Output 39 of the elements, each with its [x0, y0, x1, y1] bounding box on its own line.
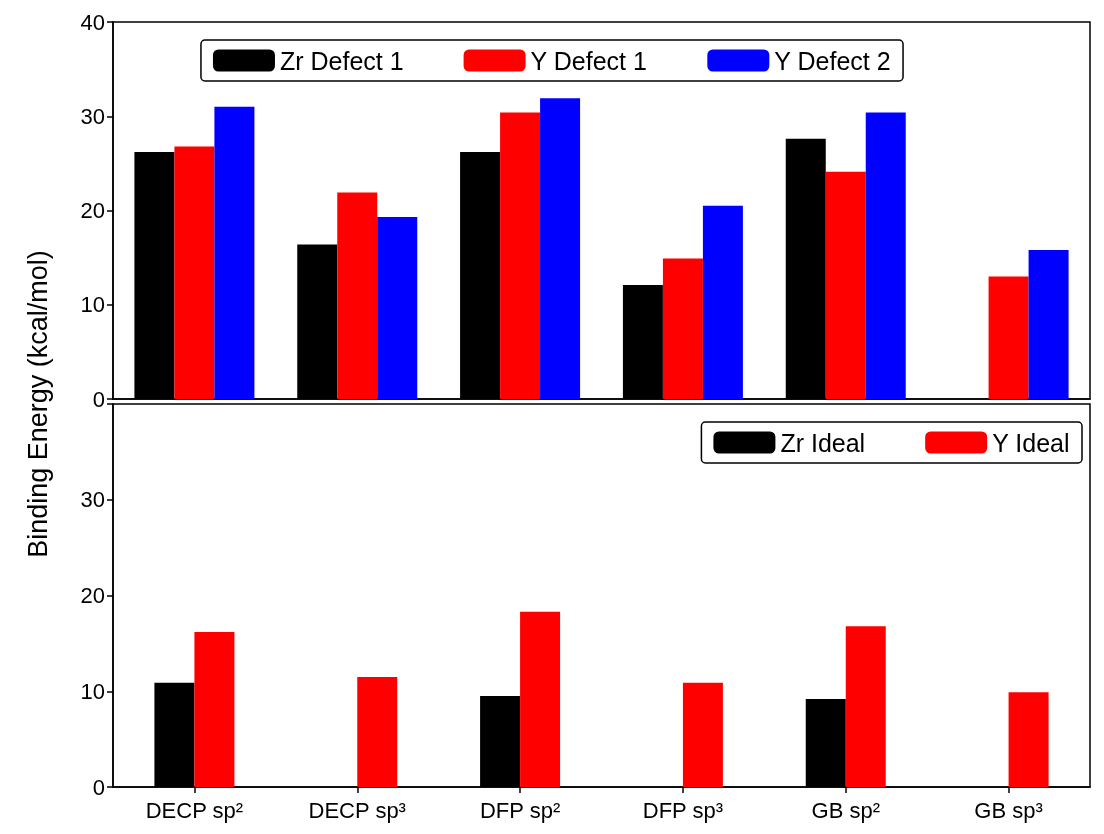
- bar: [865, 112, 906, 399]
- bar: [500, 112, 541, 399]
- x-tick-label: DECP sp³: [308, 797, 406, 823]
- y-tick-label: 10: [80, 292, 105, 318]
- y-tick-label: 40: [80, 9, 105, 35]
- bar: [540, 98, 581, 399]
- bar: [682, 682, 723, 787]
- y-tick-label: 30: [80, 487, 105, 513]
- bar: [845, 626, 886, 787]
- y-tick-label: 20: [80, 583, 105, 608]
- bar: [194, 631, 235, 787]
- bar: [520, 611, 561, 787]
- legend-label: Zr Defect 1: [279, 46, 404, 75]
- x-tick-label: DFP sp²: [479, 797, 561, 823]
- x-tick-label: DECP sp²: [145, 797, 244, 823]
- y-tick-label: 0: [92, 774, 105, 800]
- bar: [214, 106, 255, 399]
- y-tick-label: 0: [92, 386, 105, 412]
- bar: [825, 171, 866, 399]
- y-axis-title: Binding Energy (kcal/mol): [22, 250, 54, 558]
- bar: [174, 146, 215, 399]
- x-tick-label: GB sp³: [974, 797, 1043, 823]
- legend-label: Y Defect 2: [774, 46, 891, 75]
- legend-label: Y Defect 1: [530, 46, 647, 75]
- x-tick-label: DFP sp³: [642, 797, 724, 823]
- bar: [337, 192, 378, 399]
- y-tick-label: 10: [80, 678, 105, 704]
- y-tick-label: 30: [80, 103, 105, 129]
- bar: [1028, 250, 1069, 399]
- bar: [357, 676, 398, 787]
- bar: [1008, 692, 1049, 787]
- bar: [988, 276, 1029, 399]
- y-tick-label: 20: [80, 198, 105, 223]
- legend-label: Zr Ideal: [780, 428, 866, 457]
- bar: [377, 217, 418, 399]
- legend-label: Y Ideal: [992, 428, 1070, 457]
- bar: [702, 205, 743, 399]
- x-tick-label: GB sp²: [811, 797, 880, 823]
- bar: [662, 258, 703, 399]
